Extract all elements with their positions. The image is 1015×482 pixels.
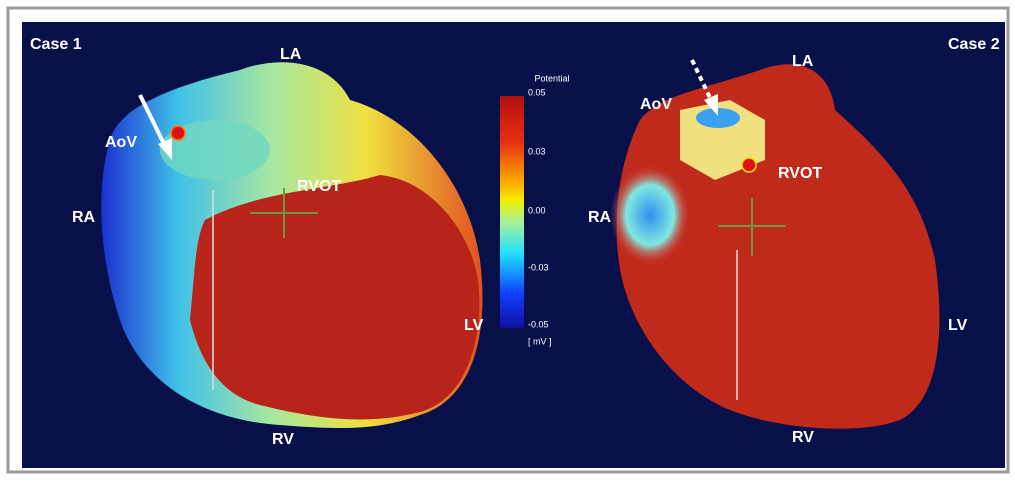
- colorbar-tick: 0.05: [528, 87, 546, 97]
- colorbar-title: Potential: [534, 73, 569, 83]
- colorbar: [500, 96, 524, 328]
- figure: Potential 0.05 0.03 0.00 -0.03 -0.05 [ m…: [0, 0, 1015, 482]
- anatomy-label: AoV: [640, 96, 672, 113]
- anatomy-label: RV: [792, 429, 814, 446]
- case-label: Case 1: [30, 36, 82, 53]
- anatomy-label: RVOT: [778, 165, 822, 182]
- anatomy-label: RV: [272, 431, 294, 448]
- colorbar-unit: [ mV ]: [528, 336, 552, 346]
- anatomy-label: LV: [464, 317, 484, 334]
- anatomy-label: RA: [72, 209, 96, 226]
- case-label: Case 2: [948, 36, 1000, 53]
- colorbar-tick: -0.03: [528, 262, 549, 272]
- heart-red-region: [190, 175, 479, 419]
- anatomy-label: LA: [792, 53, 814, 70]
- colorbar-tick: 0.03: [528, 146, 546, 156]
- anatomy-label: LV: [948, 317, 968, 334]
- marker-dot: [742, 158, 756, 172]
- anatomy-label: RA: [588, 209, 612, 226]
- ra-region: [610, 165, 690, 265]
- page: Potential 0.05 0.03 0.00 -0.03 -0.05 [ m…: [0, 0, 1015, 482]
- colorbar-tick: -0.05: [528, 319, 549, 329]
- anatomy-label: RVOT: [297, 178, 341, 195]
- colorbar-tick: 0.00: [528, 205, 546, 215]
- anatomy-label: LA: [280, 46, 302, 63]
- marker-dot: [171, 126, 185, 140]
- anatomy-label: AoV: [105, 134, 137, 151]
